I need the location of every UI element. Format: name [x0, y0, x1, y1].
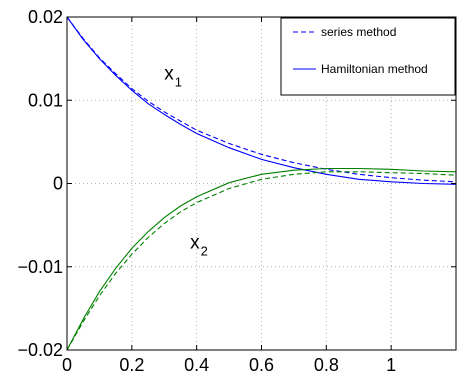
- y-tick-label: 0: [53, 174, 63, 194]
- series-line-x2-series: [66, 171, 457, 351]
- annotation-subscript: 2: [201, 243, 208, 258]
- x-tick-label: 0.6: [249, 355, 274, 375]
- tick-labels: 0 0.2 0.4 0.6 0.8 1 0.02 0.01 0 −0.01 −0.02: [17, 7, 396, 375]
- ticks: [66, 16, 456, 351]
- x-tick-label: 1: [386, 355, 396, 375]
- legend-label: Hamiltonian method: [321, 62, 428, 76]
- series-line-x1-series: [66, 16, 457, 183]
- y-tick-label: 0.01: [28, 90, 63, 110]
- legend: series method Hamiltonian method: [280, 17, 456, 96]
- annotation-subscript: 1: [175, 74, 182, 89]
- curve-annotation-x1: x1: [164, 63, 182, 89]
- legend-label: series method: [321, 25, 396, 39]
- x-tick-label: 0.2: [119, 355, 144, 375]
- curves: [66, 16, 457, 351]
- y-tick-label: 0.02: [28, 7, 63, 27]
- series-line-x1-hamiltonian: [66, 16, 457, 185]
- y-tick-label: −0.02: [17, 340, 63, 360]
- grid: [67, 17, 456, 350]
- curve-annotation-x2: x2: [190, 232, 208, 258]
- y-tick-label: −0.01: [17, 257, 63, 277]
- x-tick-label: 0.4: [184, 355, 209, 375]
- legend-box: [280, 17, 456, 96]
- x-tick-label: 0: [62, 355, 72, 375]
- annotation-main: x: [190, 232, 200, 253]
- x-tick-label: 0.8: [314, 355, 339, 375]
- annotation-main: x: [164, 63, 174, 84]
- series-line-x2-hamiltonian: [66, 167, 457, 351]
